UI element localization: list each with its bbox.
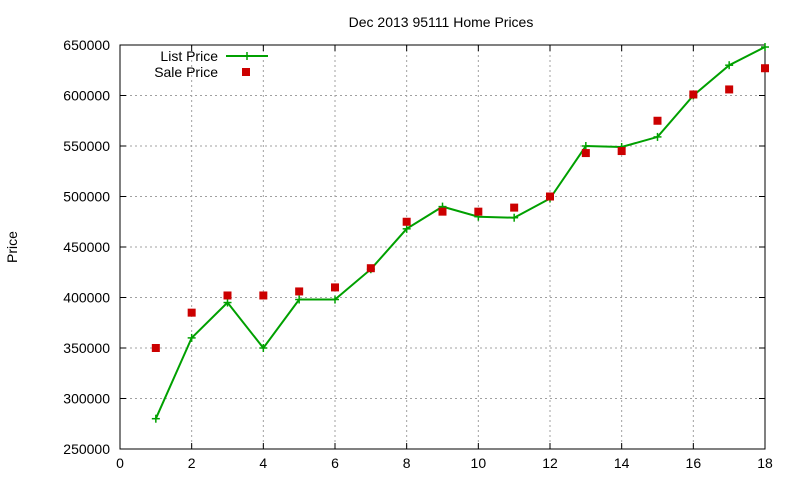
list-price-line (154, 46, 766, 420)
list-price-point (510, 213, 519, 222)
x-tick-label: 16 (686, 455, 702, 471)
sale-price-point (223, 291, 232, 300)
y-tick-label: 600000 (63, 88, 110, 104)
x-tick-label: 18 (757, 455, 773, 471)
list-price-point (223, 298, 232, 307)
sale-price-point (761, 64, 769, 73)
x-tick-label: 8 (403, 455, 411, 471)
list-price-point (402, 224, 411, 233)
sale-price-point (689, 90, 698, 99)
sale-price-point (653, 116, 662, 125)
legend-label: List Price (160, 48, 218, 64)
x-tick-label: 14 (614, 455, 630, 471)
sale-price-point (295, 287, 304, 296)
sale-price-point (510, 203, 519, 212)
sale-price-point (187, 308, 196, 317)
list-price-point (761, 43, 769, 52)
sale-price-point (474, 207, 483, 216)
axis-layer: 0 2 4 6 8 10 12 14 16 18 250000 300000 350000 400000 4… (63, 37, 773, 471)
list-price-point (581, 142, 590, 150)
x-tick-label: 6 (331, 455, 339, 471)
sale-price-point (581, 149, 590, 158)
x-tick-label: 10 (471, 455, 487, 471)
sale-price-point (366, 264, 375, 273)
y-tick-label: 400000 (63, 290, 110, 306)
y-tick-label: 350000 (63, 340, 110, 356)
y-tick-label: 250000 (63, 441, 110, 457)
x-tick-label: 4 (259, 455, 267, 471)
list-price-point (725, 61, 734, 70)
y-tick-label: 300000 (63, 391, 110, 407)
list-price-point (295, 295, 304, 304)
chart-title: Dec 2013 95111 Home Prices (349, 14, 534, 30)
sale-price-point (617, 147, 626, 156)
x-tick-label: 12 (542, 455, 558, 471)
y-tick-label: 550000 (63, 138, 110, 154)
y-axis-label: Price (4, 231, 20, 263)
y-tick-label: 500000 (63, 189, 110, 205)
list-price-point (259, 344, 268, 352)
x-tick-label: 0 (116, 455, 124, 471)
series-layer (151, 43, 769, 423)
sale-price-point (259, 291, 268, 300)
sale-price-point (402, 217, 411, 226)
list-price-point (187, 333, 196, 342)
legend-square-marker (242, 68, 250, 76)
sale-price-point (151, 344, 160, 352)
sale-price-point (438, 207, 447, 216)
sale-price-point (546, 192, 554, 201)
list-price-point (653, 132, 662, 141)
grid-layer (120, 45, 765, 449)
sale-price-point (725, 85, 734, 94)
legend-label: Sale Price (154, 64, 218, 80)
sale-price-point (331, 283, 339, 292)
legend-plus-marker (243, 52, 251, 60)
y-tick-label: 450000 (63, 239, 110, 255)
list-price-point (331, 295, 339, 304)
y-tick-label: 650000 (63, 37, 110, 53)
x-tick-label: 2 (188, 455, 196, 471)
list-price-point (151, 414, 160, 423)
